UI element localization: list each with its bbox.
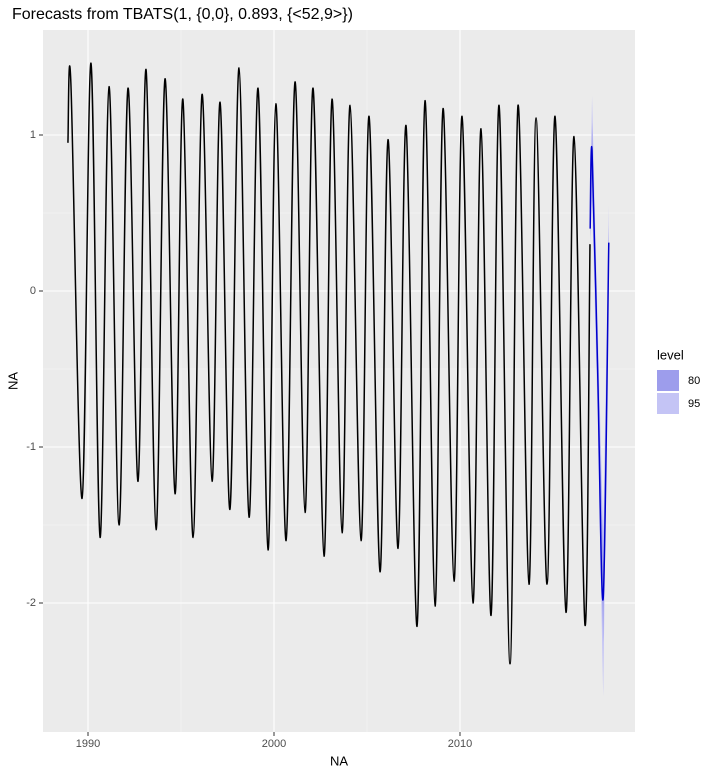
legend-label: 95 [688,398,700,410]
history-line [67,62,591,665]
x-tick-label: 1990 [76,738,100,750]
legend-key [657,370,679,391]
y-tick-label: 1 [30,129,36,141]
y-tick-label: 0 [30,285,36,297]
legend-key [657,393,679,414]
forecast-line [589,146,610,601]
y-tick-label: -1 [26,441,36,453]
chart-title: Forecasts from TBATS(1, {0,0}, 0.893, {<… [12,6,353,23]
x-axis-title: NA [330,753,348,768]
legend-label: 80 [688,375,700,387]
legend-title: level [657,347,684,362]
y-axis-title: NA [5,372,20,390]
x-tick-label: 2000 [262,738,286,750]
y-tick-label: -2 [26,597,36,609]
x-tick-label: 2010 [448,738,472,750]
plot-panel [43,30,635,732]
